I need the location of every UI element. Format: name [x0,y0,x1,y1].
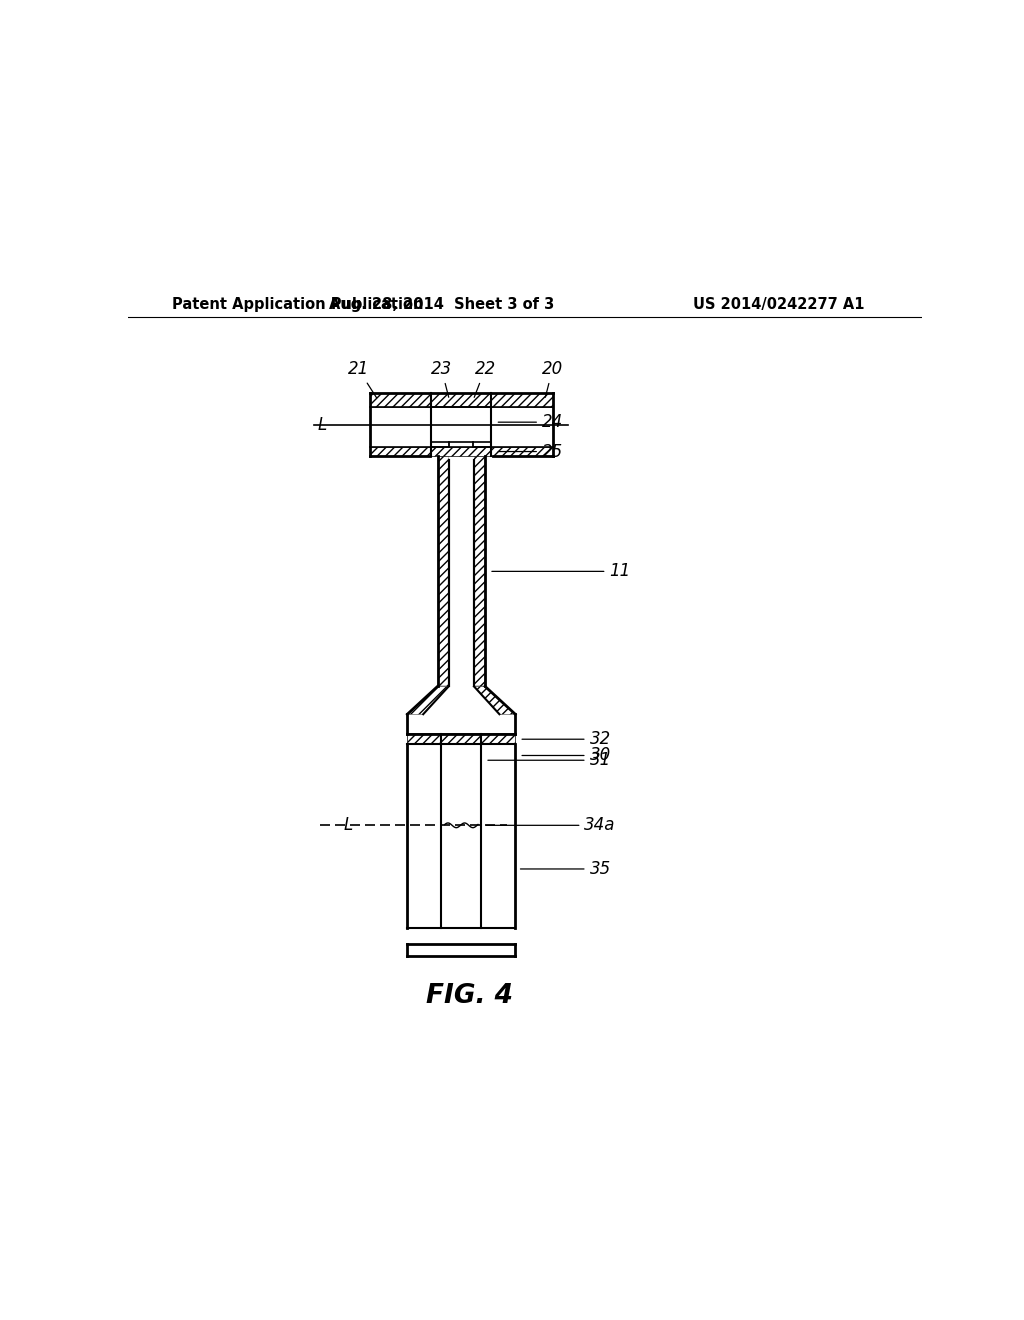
Bar [474,457,485,686]
Text: US 2014/0242277 A1: US 2014/0242277 A1 [693,297,864,313]
Text: 25: 25 [499,442,563,461]
Bar [449,457,474,686]
Bar [437,457,449,686]
Polygon shape [408,686,449,714]
Text: 35: 35 [520,859,611,878]
Text: 20: 20 [542,360,563,397]
Text: 22: 22 [474,360,496,397]
Text: Aug. 28, 2014  Sheet 3 of 3: Aug. 28, 2014 Sheet 3 of 3 [329,297,554,313]
Bar [370,393,553,407]
Text: FIG. 4: FIG. 4 [426,983,513,1008]
Text: Patent Application Publication: Patent Application Publication [172,297,423,313]
Text: 32: 32 [522,730,611,748]
Text: 11: 11 [492,562,631,581]
Text: 30: 30 [522,747,611,764]
Bar [370,446,553,457]
Text: 34a: 34a [486,816,616,834]
Text: 24: 24 [499,413,563,432]
Bar [408,734,515,744]
Text: 31: 31 [487,751,611,770]
Text: L: L [317,416,327,433]
Polygon shape [474,686,515,714]
Text: 21: 21 [347,360,377,397]
Text: L: L [343,816,352,834]
Text: 23: 23 [431,360,453,397]
